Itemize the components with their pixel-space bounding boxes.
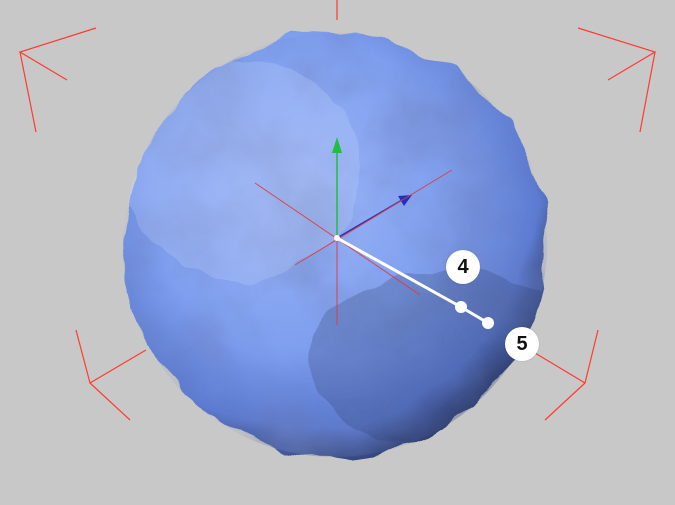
point-5-label[interactable]: 5 [505,327,539,361]
handle-point-5 [482,317,494,329]
bracket-bottom-right [529,329,599,421]
selection-brackets [18,0,657,421]
handle-path[interactable] [334,235,494,329]
bracket-bottom-left [75,329,147,421]
handle-origin [334,235,340,241]
bracket-top-left [18,27,97,133]
bracket-top-right [577,27,657,133]
handle-point-4 [455,301,467,313]
move-gizmo-icon[interactable] [254,137,453,325]
sphere-mesh[interactable] [100,20,590,480]
point-4-label[interactable]: 4 [446,250,480,284]
